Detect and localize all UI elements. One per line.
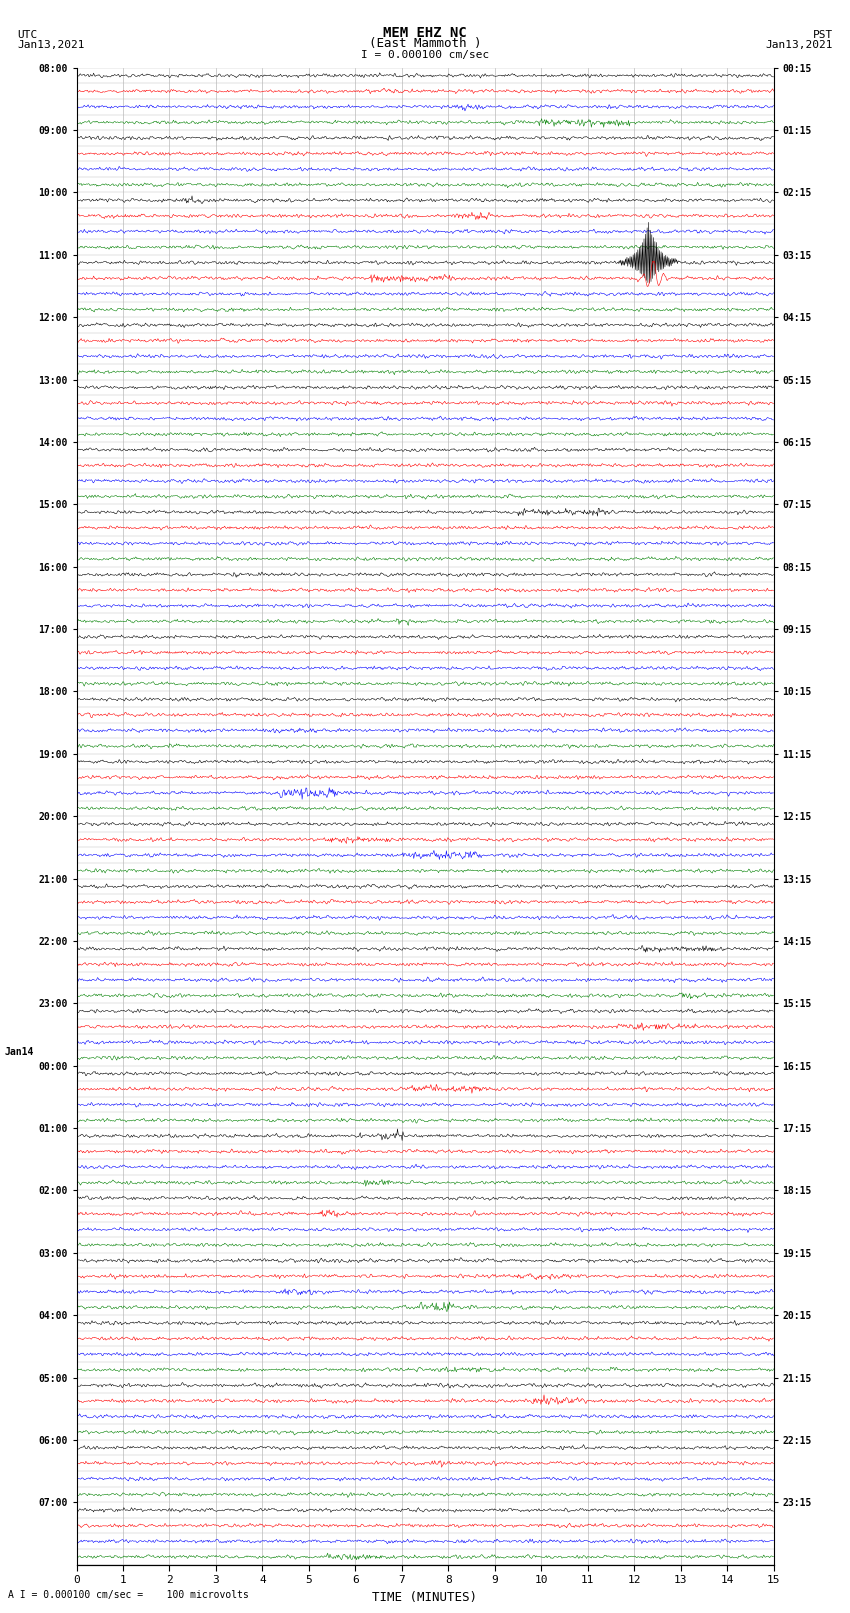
Text: (East Mammoth ): (East Mammoth ) — [369, 37, 481, 50]
Text: Jan13,2021: Jan13,2021 — [766, 40, 833, 50]
Text: Jan14: Jan14 — [4, 1047, 34, 1057]
Text: I = 0.000100 cm/sec: I = 0.000100 cm/sec — [361, 50, 489, 60]
Text: A I = 0.000100 cm/sec =    100 microvolts: A I = 0.000100 cm/sec = 100 microvolts — [8, 1590, 249, 1600]
Text: UTC: UTC — [17, 31, 37, 40]
Text: PST: PST — [813, 31, 833, 40]
X-axis label: TIME (MINUTES): TIME (MINUTES) — [372, 1590, 478, 1603]
Text: MEM EHZ NC: MEM EHZ NC — [383, 26, 467, 40]
Text: Jan13,2021: Jan13,2021 — [17, 40, 84, 50]
